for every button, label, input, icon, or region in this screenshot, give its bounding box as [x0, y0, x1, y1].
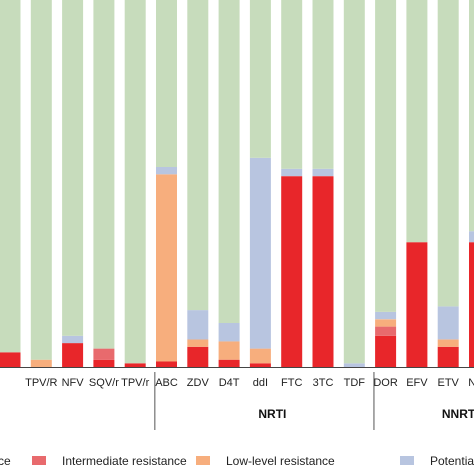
legend-label-potential: Potential [430, 454, 474, 468]
bar-tpv-r-1-low-level-resistance [30, 359, 52, 367]
tick-label-ftc: FTC [281, 377, 302, 389]
tick-label-etv: ETV [437, 377, 459, 389]
tick-label-sqv-r: SQV/r [89, 377, 119, 389]
bar-dor-12-high-level-resistance [375, 335, 397, 367]
bar-abc-5-low-level-resistance [156, 174, 177, 362]
bar-nvp-15-potential-low-level-resistance [469, 231, 474, 243]
bar-ftc-9-potential-low-level-resistance [281, 168, 303, 177]
bar-zdv-6-high-level-resistance [187, 346, 209, 367]
bar-etv-14-potential-low-level-resistance [437, 306, 459, 340]
tick-label-ddi: ddI [253, 377, 268, 389]
bar-dor-12-intermediate-resistance [375, 326, 397, 336]
bar-etv-14-high-level-resistance [437, 346, 459, 367]
bar-d4t-7-high-level-resistance [218, 359, 240, 367]
bar-tpv-r-4-susceptible [124, 0, 146, 364]
bar-etv-14-low-level-resistance [437, 339, 459, 347]
bar-sqv-r-3-susceptible [93, 0, 115, 349]
legend-swatch-low-level-resistance [196, 456, 210, 465]
bar-ftc-9-high-level-resistance [281, 176, 303, 367]
x-tick-labels: TPV/R NFV SQV/r TPV/r ABC ZDV D4T ddI FTC 3TC TDF D… [25, 377, 474, 389]
bar-abc-5-high-level-resistance [156, 361, 177, 367]
bar-zdv-6-low-level-resistance [187, 339, 209, 347]
bar-3tc-10-potential-low-level-resistance [312, 168, 334, 177]
bar-ddi-8-low-level-resistance [249, 348, 271, 364]
bar-3tc-10-high-level-resistance [312, 176, 334, 367]
bar-dor-12-potential-low-level-resistance [375, 311, 397, 320]
bar-3tc-10-susceptible [312, 0, 334, 169]
tick-label-tpv-r: TPV/r [121, 377, 149, 389]
bar-d4t-7-low-level-resistance [218, 341, 240, 360]
bar-unlabeled-0-high-level-resistance [0, 352, 21, 367]
tick-label-dor: DOR [373, 377, 398, 389]
bar-tdf-11-potential-low-level-resistance [343, 363, 365, 367]
bar-efv-13-susceptible [406, 0, 428, 243]
tick-label-zdv: ZDV [187, 377, 210, 389]
tick-label-3tc: 3TC [313, 377, 334, 389]
tick-label-abc: ABC [155, 377, 178, 389]
legend-label-low-level-resistance: Low-level resistance [226, 454, 335, 468]
legend-swatch-potential [400, 456, 414, 465]
bar-ddi-8-susceptible [249, 0, 271, 158]
bar-nfv-2-high-level-resistance [62, 343, 84, 367]
bar-nvp-15-susceptible [469, 0, 474, 232]
bar-dor-12-susceptible [375, 0, 397, 312]
legend-label-ce: ce [0, 454, 11, 468]
bar-sqv-r-3-intermediate-resistance [93, 348, 115, 360]
bar-abc-5-susceptible [156, 0, 177, 167]
group-label-nrti: NRTI [258, 407, 286, 421]
legend-label-intermediate-resistance: Intermediate resistance [62, 454, 187, 468]
bar-ddi-8-high-level-resistance [249, 363, 271, 367]
bar-nfv-2-potential-low-level-resistance [62, 335, 84, 344]
legend-swatch-intermediate-resistance [32, 456, 46, 465]
bar-tpv-r-1-susceptible [30, 0, 52, 360]
bar-d4t-7-susceptible [218, 0, 240, 323]
tick-label-efv: EFV [406, 377, 428, 389]
bars-layer [0, 0, 474, 367]
bar-etv-14-susceptible [437, 0, 459, 307]
bar-abc-5-potential-low-level-resistance [156, 167, 177, 175]
tick-label-nvp: NVP [468, 377, 474, 389]
bar-unlabeled-0-susceptible [0, 0, 21, 353]
bar-sqv-r-3-high-level-resistance [93, 359, 115, 367]
bar-d4t-7-potential-low-level-resistance [218, 323, 240, 342]
tick-label-nfv: NFV [62, 377, 85, 389]
bar-ddi-8-potential-low-level-resistance [249, 157, 271, 349]
bar-dor-12-low-level-resistance [375, 319, 397, 327]
bar-nvp-15-high-level-resistance [469, 242, 474, 367]
bar-tdf-11-susceptible [343, 0, 365, 364]
bar-zdv-6-susceptible [187, 0, 209, 311]
tick-label-tdf: TDF [344, 377, 366, 389]
legend: ce Intermediate resistance Low-level resis… [0, 454, 474, 468]
bar-efv-13-high-level-resistance [406, 242, 428, 367]
bar-ftc-9-susceptible [281, 0, 303, 169]
bar-zdv-6-potential-low-level-resistance [187, 310, 209, 340]
bar-tpv-r-4-high-level-resistance [124, 363, 146, 367]
bar-nfv-2-susceptible [62, 0, 84, 336]
tick-label-d4t: D4T [219, 377, 240, 389]
tick-label-tpv-r: TPV/R [25, 377, 57, 389]
